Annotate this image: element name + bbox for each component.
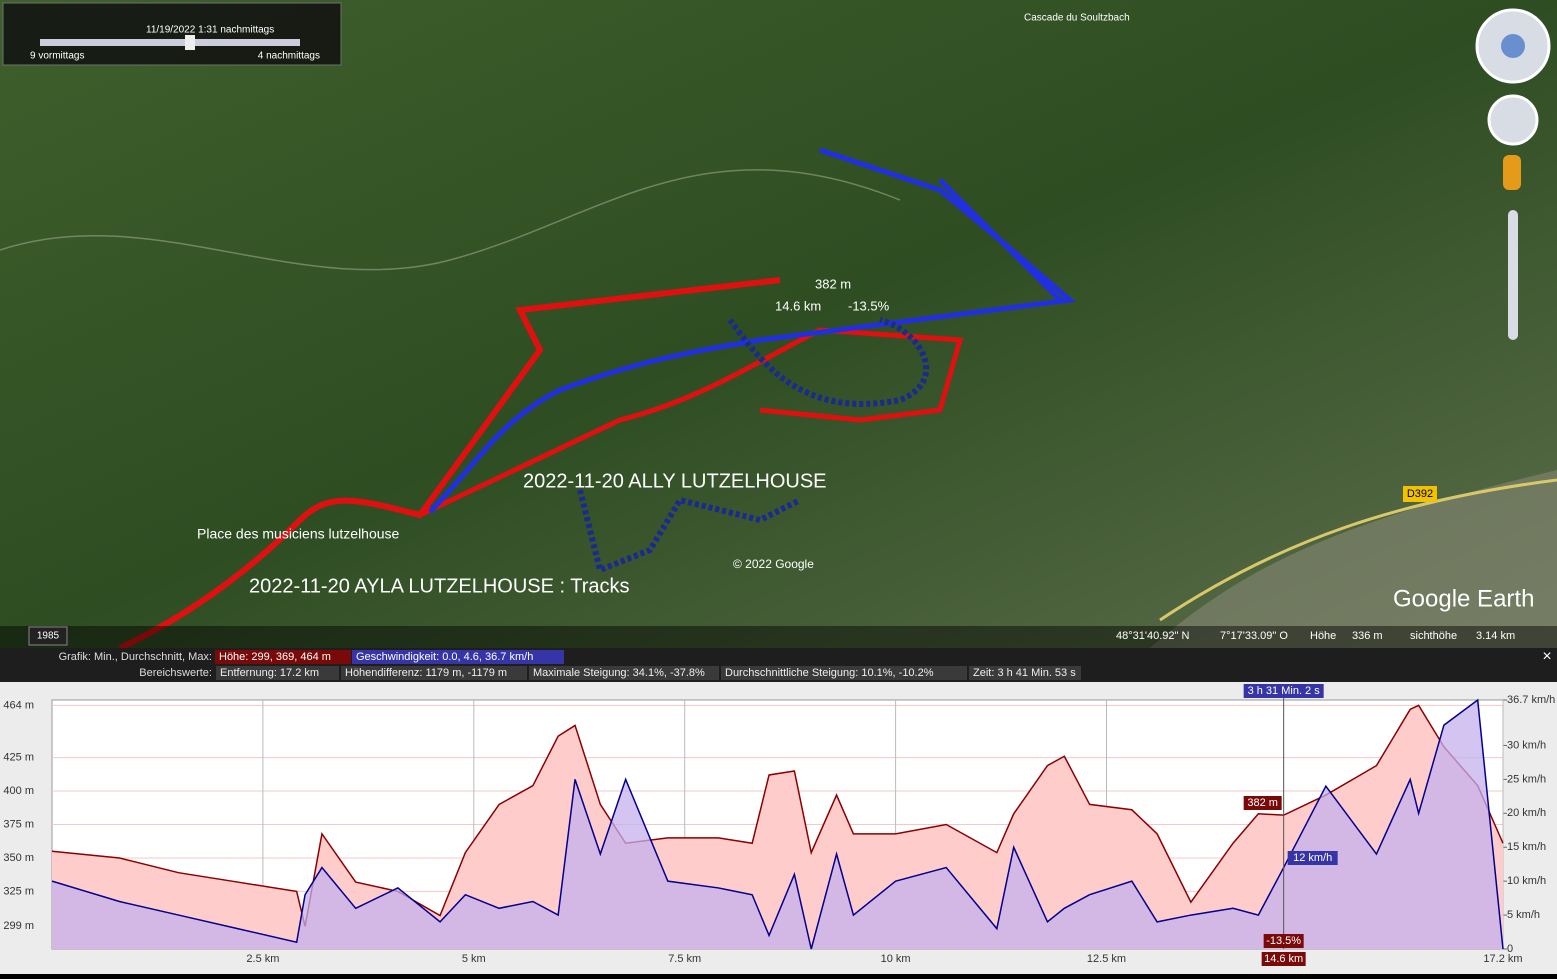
map-label: 382 m: [815, 276, 851, 291]
y2-tick-label: 30 km/h: [1507, 739, 1546, 751]
cursor-label: 382 m: [1247, 797, 1278, 809]
height: 336 m: [1352, 630, 1383, 642]
eye-label: sichthöhe: [1410, 630, 1457, 642]
road-label: D392: [1407, 488, 1433, 500]
map-label: -13.5%: [848, 298, 890, 313]
cursor-label-bg: [1261, 952, 1306, 966]
stat-box: [341, 666, 527, 680]
stat: Entfernung: 17.2 km: [220, 667, 319, 679]
time-start: 9 vormittags: [30, 51, 84, 62]
y-tick-label: 464 m: [3, 699, 34, 711]
move-control[interactable]: [1487, 94, 1539, 146]
time-thumb[interactable]: [185, 35, 195, 50]
height-label: Höhe: [1310, 630, 1336, 642]
track-blue: [428, 147, 1076, 514]
cursor-label: 3 h 31 Min. 2 s: [1248, 685, 1321, 697]
area-fill: [52, 705, 1503, 949]
speed-summary: Geschwindigkeit: 0.0, 4.6, 36.7 km/h: [356, 651, 533, 663]
poi-label: Cascade du Soultzbach: [1024, 13, 1130, 24]
x-tick-label: 17.2 km: [1483, 953, 1522, 965]
elevation-summary: Höhe: 299, 369, 464 m: [219, 651, 331, 663]
x-tick-label: 12.5 km: [1087, 953, 1126, 965]
y2-tick-label: 20 km/h: [1507, 807, 1546, 819]
logo: Google Earth: [1393, 585, 1534, 612]
map[interactable]: Cascade du Soultzbach 382 m 14.6 km -13.…: [0, 0, 1557, 651]
road: [1159, 478, 1557, 622]
cursor-label-bg: [1243, 796, 1282, 810]
cursor-label: -13.5%: [1266, 935, 1301, 947]
track-red: [418, 327, 964, 518]
zoom-slider[interactable]: [1508, 210, 1518, 340]
place-label: Place des musiciens lutzelhouse: [197, 526, 400, 542]
town-area: [1150, 470, 1557, 648]
y2-tick-label: 15 km/h: [1507, 841, 1546, 853]
stat: Höhendifferenz: 1179 m, -1179 m: [345, 667, 507, 679]
area-fill: [52, 700, 1503, 949]
track-points: [577, 317, 930, 575]
y2-tick-label: 5 km/h: [1507, 909, 1540, 921]
y-tick-label: 299 m: [3, 920, 34, 932]
x-tick-label: 2.5 km: [246, 953, 279, 965]
y-tick-label: 400 m: [3, 785, 34, 797]
latitude: 48°31'40.92" N: [1116, 630, 1189, 642]
time-slider[interactable]: [2, 2, 342, 66]
speed-toggle[interactable]: [352, 650, 564, 664]
eye-altitude: 3.14 km: [1476, 630, 1515, 642]
y-tick-label: 425 m: [3, 751, 34, 763]
copyright: © 2022 Google: [733, 557, 814, 571]
stat-box: [216, 666, 339, 680]
stat-box: [721, 666, 967, 680]
series-line: [51, 698, 1504, 950]
cursor-label: 14.6 km: [1264, 953, 1303, 965]
elevation-toggle[interactable]: [215, 650, 351, 664]
close-button[interactable]: ×: [1542, 648, 1551, 665]
longitude: 7°17'33.09" O: [1220, 630, 1288, 642]
y2-tick-label: 0: [1507, 943, 1513, 955]
chart: 299 m 325 m 350 m 375 m 400 m 425 m 464 m 0 5 km…: [3, 684, 1555, 966]
x-tick-label: 7.5 km: [668, 953, 701, 965]
track-label: 2022-11-20 ALLY LUTZELHOUSE: [523, 470, 827, 492]
y2-tick-label: 10 km/h: [1507, 875, 1546, 887]
x-tick-label: 5 km: [462, 953, 486, 965]
cursor-label-bg: [1263, 934, 1304, 948]
cursor-label-bg: [1243, 684, 1324, 698]
stat: Maximale Steigung: 34.1%, -37.8%: [533, 667, 705, 679]
y-tick-label: 350 m: [3, 852, 34, 864]
road-sign: [1403, 486, 1437, 502]
graph-label: Grafik: Min., Durchschnitt, Max:: [59, 651, 212, 663]
y2-tick-label: 36.7 km/h: [1507, 694, 1555, 706]
map-imagery[interactable]: [0, 0, 1557, 648]
y-tick-label: 325 m: [3, 885, 34, 897]
stat: Durchschnittliche Steigung: 10.1%, -10.2…: [725, 667, 934, 679]
y2-tick-label: 25 km/h: [1507, 773, 1546, 785]
stat-box: [529, 666, 719, 680]
range-label: Bereichswerte:: [139, 667, 212, 679]
stat: Zeit: 3 h 41 Min. 53 s: [973, 667, 1076, 679]
status-bar: [0, 626, 1557, 648]
stat-box: [969, 666, 1081, 680]
street-view[interactable]: [1503, 155, 1521, 190]
track-label: 2022-11-20 AYLA LUTZELHOUSE : Tracks: [249, 575, 630, 597]
year-box[interactable]: [28, 626, 68, 646]
look-center[interactable]: [1501, 34, 1525, 58]
track-red: [118, 277, 781, 651]
path: [0, 169, 901, 271]
x-tick-label: 10 km: [881, 953, 911, 965]
time-track[interactable]: [40, 39, 300, 46]
cursor-label-bg: [1287, 851, 1338, 865]
profile-header: Grafik: Min., Durchschnitt, Max: Höhe: 2…: [0, 648, 1557, 682]
cursor-label: 12 km/h: [1293, 852, 1332, 864]
y-tick-label: 375 m: [3, 818, 34, 830]
map-label: 14.6 km: [775, 298, 821, 313]
series-line: [51, 704, 1504, 927]
year: 1985: [37, 631, 60, 642]
time-value: 11/19/2022 1:31 nachmittags: [146, 25, 274, 36]
stats: Entfernung: 17.2 km Höhendifferenz: 1179 …: [216, 666, 1081, 680]
time-end: 4 nachmittags: [258, 51, 320, 62]
